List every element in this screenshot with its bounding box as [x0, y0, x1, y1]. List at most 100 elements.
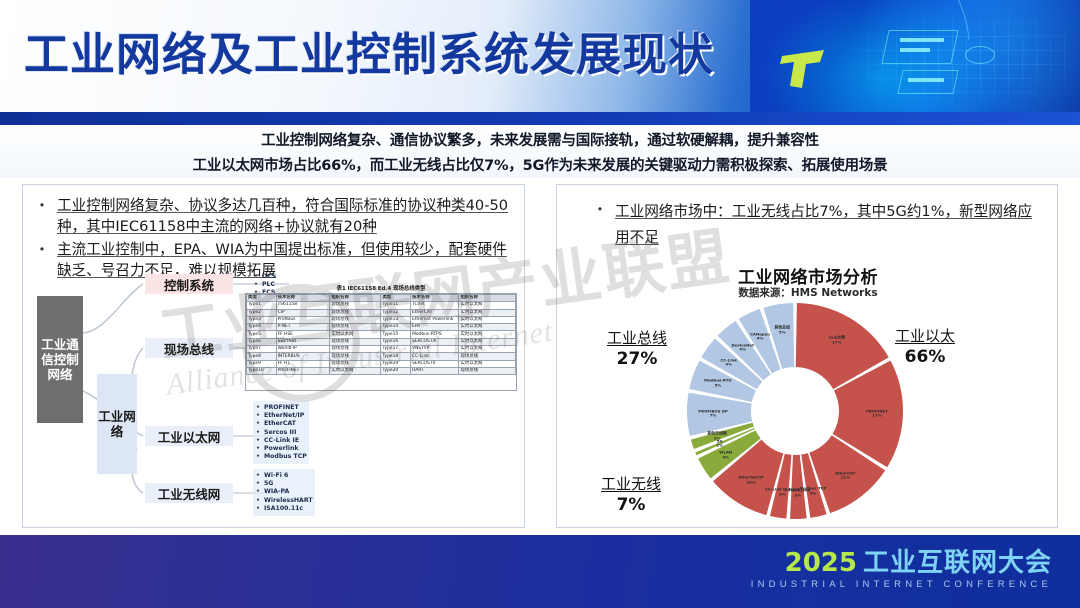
donut-segment: [832, 360, 903, 468]
decorative-line: [900, 48, 930, 52]
table-cell: Ethernet Powerlink: [410, 315, 460, 325]
donut-segment: [687, 392, 753, 437]
header-banner: 工业网络及工业控制系统发展现状: [0, 0, 1080, 112]
donut-segment: [795, 303, 889, 390]
group-label-wireless: 工业无线 7%: [601, 473, 661, 515]
control-system-item: DCS: [253, 273, 276, 281]
ethernet-protocol-item: Modbus TCP: [255, 453, 307, 461]
table-row: Type2 CIP 现场总线 Type12 EtherCAT 实时以太网: [246, 308, 516, 317]
table-cell: Type8: [246, 352, 277, 361]
table-cell: Type16: [380, 337, 412, 347]
table-row: Type9 FF H1 现场总线 Type19 SERCOS III 实时以太网: [246, 359, 516, 368]
chart-source-note: 数据来源：HMS Networks: [738, 287, 878, 299]
donut-segment: [712, 439, 784, 516]
t-logo-icon: [780, 50, 824, 88]
diagram-node-fieldbus: 现场总线: [145, 338, 233, 358]
table-cell: SERCOS III: [410, 359, 460, 368]
table-cell: Type9: [246, 359, 277, 368]
decorative-tech-ellipse: [965, 46, 995, 64]
table-cell: CC-Link: [410, 352, 460, 361]
table-cell: 现场总线: [329, 308, 382, 317]
donut-segment: [690, 422, 754, 449]
table-row: Type7 WorldFIP 现场总线 Type17 VNET/IP 实时以太网: [246, 345, 516, 354]
table-cell: WorldFIP: [275, 345, 331, 354]
wireless-protocol-list: Wi-Fi 65GWIA-PAWirelessHARTISA100.11c: [253, 469, 315, 517]
table-cell: 现场总线: [458, 366, 516, 376]
donut-segment: [717, 320, 771, 381]
table-cell: Type12: [380, 308, 412, 317]
ethernet-protocol-item: Powerlink: [255, 445, 307, 453]
ethernet-protocol-item: EtherCAT: [255, 420, 307, 428]
table-cell: 实时以太网: [458, 337, 516, 347]
table-cell: 现场总线: [458, 352, 516, 361]
conference-logo: 2025 工业互联网大会: [785, 549, 1052, 577]
table-row: Type3 ProfiBus 现场总线 Type13 Ethernet Powerlin…: [246, 315, 516, 325]
table-cell: 实时以太网: [329, 330, 382, 339]
conference-name-en: INDUSTRIAL INTERNET CONFERENCE: [750, 579, 1052, 590]
table-cell: 实时以太网: [458, 308, 516, 317]
table-cell: TS61158: [275, 301, 331, 310]
group-label-fieldbus-name: 工业总线: [607, 329, 668, 347]
decorative-grid: [840, 8, 1070, 108]
table-cell: 现场总线: [329, 323, 382, 332]
table-cell: Type17: [380, 345, 412, 354]
table-cell: ProfiBus: [275, 315, 331, 325]
wireless-protocol-item: WirelessHART: [255, 497, 313, 505]
table-cell: CIP: [275, 308, 331, 317]
table-cell: 实时以太网: [458, 323, 516, 332]
summary-line-1: 工业控制网络复杂、通信协议繁多，未来发展需与国际接轨，通过软硬解耦，提升兼容性: [261, 132, 819, 149]
list-item: • 工业网络市场中：工业无线占比7%，其中5G约1%，新型网络应用不足: [593, 199, 1039, 251]
donut-segment: [695, 427, 755, 456]
right-bullet-list: • 工业网络市场中：工业无线占比7%，其中5G约1%，新型网络应用不足: [593, 199, 1039, 253]
table-cell: 现场总线: [329, 359, 382, 368]
table-header-cell: 组织名称: [329, 293, 382, 303]
table-cell: 实时以太网: [458, 359, 516, 368]
group-label-ethernet-pct: 66%: [904, 347, 946, 367]
diagram-node-industrial-network: 工业网络: [97, 374, 137, 474]
table-cell: SwiftNet: [275, 337, 331, 347]
group-label-ethernet: 工业以太 66%: [895, 325, 955, 367]
wireless-protocol-item: Wi-Fi 6: [255, 472, 313, 480]
left-bullet-1: 工业控制网络复杂、协议多达几百种，符合国际标准的协议种类40-50种，其中IEC…: [57, 197, 509, 235]
table-cell: Type19: [380, 359, 412, 368]
bullet-dot-icon: •: [597, 202, 603, 216]
donut-segment: [809, 435, 886, 514]
table-row: Type5 FF HSE 实时以太网 Type15 Modbus-RTPS 实时以太网: [246, 330, 516, 339]
wireless-protocol-item: WIA-PA: [255, 488, 313, 496]
donut-segment: [763, 303, 795, 369]
table-cell: HART: [410, 366, 460, 376]
table-cell: Type4: [246, 323, 277, 332]
footer-banner: 2025 工业互联网大会 INDUSTRIAL INTERNET CONFERE…: [0, 535, 1080, 608]
right-bullet-1: 工业网络市场中：工业无线占比7%，其中5G约1%，新型网络应用不足: [615, 203, 1033, 246]
table-header-cell: 技术名称: [410, 293, 460, 303]
table-cell: 实时以太网: [329, 366, 382, 376]
table-cell: VNET/IP: [410, 345, 460, 354]
donut-segment: [790, 454, 807, 519]
left-bullet-list: • 工业控制网络复杂、协议多达几百种，符合国际标准的协议种类40-50种，其中I…: [35, 195, 514, 283]
decorative-tech-box: [881, 30, 959, 64]
table-row: Type10 PROFINET 实时以太网 Type20 HART 现场总线: [246, 366, 516, 376]
group-label-wireless-name: 工业无线: [601, 475, 662, 493]
wireless-protocol-item: ISA100.11c: [255, 505, 313, 513]
table-header-cell: 技术名称: [275, 293, 331, 303]
table-header-cell: 类型: [246, 293, 277, 303]
bullet-dot-icon: •: [39, 198, 45, 212]
group-label-fieldbus-pct: 27%: [616, 349, 658, 369]
table-row: Type6 SwiftNet 现场总线 Type16 SERCOS I/II 实时以太网: [246, 337, 516, 347]
ethernet-protocol-item: PROFINET: [255, 404, 307, 412]
table-cell: Type7: [246, 345, 277, 354]
diagram-node-root: 工业通信控制网络: [37, 296, 83, 423]
ethernet-protocol-item: EtherNet/IP: [255, 412, 307, 420]
table-cell: PROFINET: [275, 366, 331, 376]
table-header-cell: 组织名称: [458, 293, 516, 303]
table-cell: INTERBUS: [275, 352, 331, 361]
header-decorative-graphic: [750, 0, 1080, 112]
page-title: 工业网络及工业控制系统发展现状: [24, 28, 715, 81]
ethernet-protocol-item: CC-Link IE: [255, 437, 307, 445]
table-cell: 现场总线: [329, 352, 382, 361]
donut-segment: [698, 430, 761, 479]
table-cell: Modbus-RTPS: [410, 330, 460, 339]
table-cell: Type1: [246, 301, 277, 310]
table-cell: FF HSE: [275, 330, 331, 339]
donut-segment: [769, 453, 792, 519]
